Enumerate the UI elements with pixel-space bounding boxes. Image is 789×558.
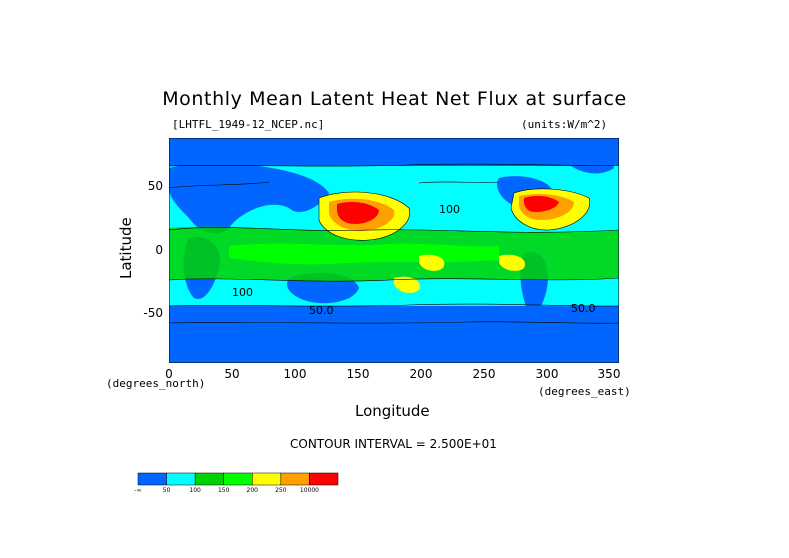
kuroshio-high <box>337 202 379 224</box>
x-tick-label: 350 <box>597 367 621 381</box>
y-axis-label: Latitude <box>117 217 135 279</box>
eurasia-africa-low <box>169 162 329 234</box>
colorbar-swatch <box>194 472 224 486</box>
contour-label: 50.0 <box>571 302 596 315</box>
subtropical-south-200 <box>499 254 525 271</box>
x-tick-label: 200 <box>409 367 433 381</box>
antarctic-low-band <box>169 306 619 363</box>
file-label: [LHTFL_1949-12_NCEP.nc] <box>172 118 325 131</box>
contour-label: 50.0 <box>309 304 334 317</box>
y-unit-note: (degrees_north) <box>106 377 206 390</box>
contour-interval-label: CONTOUR INTERVAL = 2.500E+01 <box>290 437 497 451</box>
map-title: Monthly Mean Latent Heat Net Flux at sur… <box>162 88 627 110</box>
x-tick-label: 300 <box>535 367 559 381</box>
x-tick-label: 250 <box>472 367 496 381</box>
colorbar-label: 200 <box>246 487 258 494</box>
greenland-low <box>564 146 614 174</box>
colorbar-swatch <box>223 472 253 486</box>
contour-label: 100 <box>439 203 460 216</box>
colorbar <box>137 472 339 486</box>
tropical-band-150 <box>229 243 499 265</box>
colorbar-swatch <box>309 472 339 486</box>
colorbar-label: 50 <box>162 487 171 494</box>
colorbar-label: 10000 <box>299 487 319 494</box>
units-label: (units:W/m^2) <box>521 118 608 131</box>
x-unit-note: (degrees_east) <box>538 385 631 398</box>
x-tick-label: 50 <box>224 367 240 381</box>
colorbar-swatch <box>252 472 282 486</box>
colorbar-swatch <box>280 472 310 486</box>
colorbar-label: -∞ <box>134 487 142 494</box>
colorbar-label: 250 <box>275 487 287 494</box>
colorbar-label: 150 <box>217 487 230 494</box>
y-tick-label: 0 <box>155 243 163 257</box>
x-tick-label: 100 <box>283 367 307 381</box>
arctic-low-band <box>169 138 619 166</box>
colorbar-swatch <box>137 472 167 486</box>
y-tick-label: -50 <box>143 306 163 320</box>
colorbar-swatch <box>166 472 196 486</box>
gulf-stream-high <box>523 195 559 212</box>
x-tick-label: 150 <box>346 367 370 381</box>
y-tick-label: 50 <box>147 179 163 193</box>
colorbar-label: 100 <box>189 487 201 494</box>
x-tick-label: 0 <box>165 367 173 381</box>
contour-lines <box>169 163 619 324</box>
latent-heat-flux-map: 100 100 50.0 50.0 <box>169 138 619 363</box>
x-axis-label: Longitude <box>355 402 430 420</box>
subtropical-pacific-200 <box>394 276 420 293</box>
subtropical-central-200 <box>419 254 445 271</box>
contour-label: 100 <box>232 286 253 299</box>
